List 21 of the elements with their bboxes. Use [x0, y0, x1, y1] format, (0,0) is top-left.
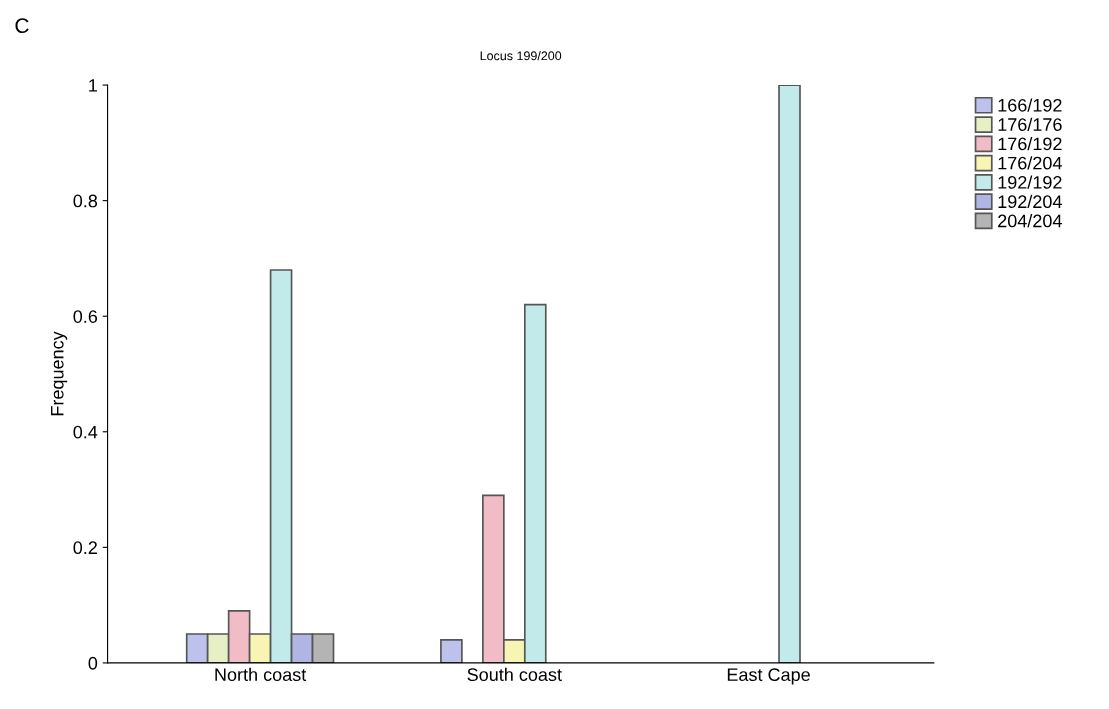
legend-label: 176/204 [998, 156, 1062, 170]
y-tick-label: 0.6 [73, 310, 98, 323]
x-tick-label: North coast [215, 667, 307, 682]
x-tick-label: South coast [467, 667, 562, 682]
text: C [15, 18, 29, 34]
y-tick-label: 0.8 [73, 194, 98, 208]
legend-label: 176/192 [998, 136, 1062, 151]
legend-label: 192/192 [998, 175, 1062, 189]
x-tick-label: East Cape [727, 668, 810, 685]
y-tick-label: 0.2 [73, 541, 97, 555]
legend-label: 176/176 [998, 117, 1062, 131]
bar [778, 85, 801, 663]
legend-label: 192/204 [998, 194, 1062, 209]
y-tick-label: 1 [89, 79, 97, 92]
y-tick-label: 0 [88, 656, 98, 670]
y-tick-label: 0.4 [73, 425, 98, 439]
chart-title: Locus 199/200 [480, 51, 562, 61]
legend-label: 166/192 [998, 98, 1062, 112]
legend-label: 204/204 [998, 214, 1062, 228]
y-axis-title: Frequency [51, 331, 68, 416]
bar [440, 638, 463, 663]
